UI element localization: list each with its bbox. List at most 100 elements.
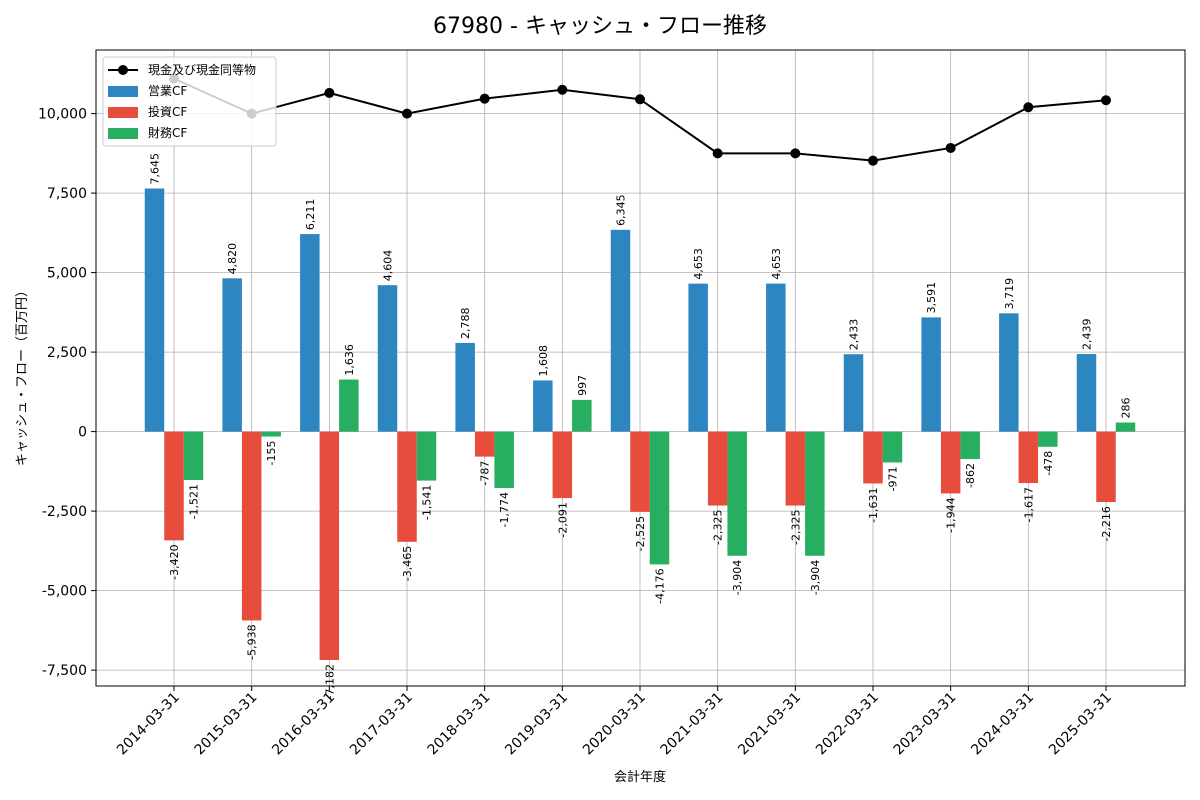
bar-value-label: -862	[964, 463, 977, 488]
bar-value-label: -2,216	[1100, 506, 1113, 541]
bar	[1076, 354, 1097, 432]
bar	[241, 431, 262, 621]
bar	[1038, 431, 1058, 447]
bar	[552, 431, 573, 499]
y-tick-label: 5,000	[47, 266, 87, 282]
chart-title: 67980 - キャッシュ・フロー推移	[433, 14, 767, 39]
cash-line-point	[712, 148, 723, 159]
bar	[261, 431, 281, 437]
y-tick-label: 10,000	[38, 107, 87, 123]
x-tick-label: 2020-03-31	[580, 690, 649, 759]
bar	[474, 431, 495, 457]
bar-value-label: 1,636	[343, 344, 356, 376]
legend-label: 投資CF	[148, 104, 187, 119]
bar	[960, 431, 980, 460]
y-axis-label: キャッシュ・フロー（百万円）	[15, 284, 30, 466]
bar-value-label: 286	[1120, 398, 1133, 419]
bar	[1096, 431, 1116, 503]
bar-value-label: 2,433	[848, 319, 861, 351]
x-tick-label: 2015-03-31	[192, 690, 261, 759]
cash-line-point	[479, 93, 490, 104]
bar-value-label: 6,211	[304, 199, 317, 231]
bar-value-label: -155	[265, 441, 278, 466]
legend-marker	[118, 65, 128, 75]
bar	[1115, 422, 1136, 432]
bar-value-label: -5,938	[246, 624, 259, 659]
bar-value-label: -3,904	[731, 560, 744, 595]
bar-value-label: 6,345	[615, 194, 628, 226]
x-tick-label: 2021-03-31	[735, 690, 804, 759]
bar-value-label: -3,465	[401, 546, 414, 581]
bar-value-label: -2,325	[712, 510, 725, 545]
bar-value-label: -971	[887, 466, 900, 491]
bar	[319, 431, 340, 660]
legend-swatch	[108, 86, 138, 97]
bar-value-label: 2,788	[459, 307, 472, 339]
bar-value-label: 4,820	[226, 243, 239, 275]
x-tick-label: 2017-03-31	[347, 690, 416, 759]
bar	[688, 283, 708, 432]
bar-value-label: -7,182	[323, 664, 336, 699]
bar	[649, 431, 670, 565]
y-tick-label: 2,500	[47, 345, 87, 361]
bar-value-label: -2,525	[634, 516, 647, 551]
bar	[843, 354, 864, 432]
bar	[610, 229, 631, 432]
bar-value-label: 997	[576, 375, 589, 396]
y-tick-label: -5,000	[42, 584, 87, 600]
bar-value-label: -3,420	[168, 544, 181, 579]
bar-value-label: 4,653	[692, 248, 705, 280]
y-tick-label: -2,500	[42, 504, 87, 520]
bar	[222, 278, 242, 432]
cash-line-point	[1101, 95, 1111, 106]
x-tick-label: 2025-03-31	[1046, 690, 1115, 759]
x-tick-label: 2021-03-31	[658, 690, 727, 759]
bar	[300, 234, 320, 432]
bar-value-label: -1,944	[945, 497, 958, 532]
cash-line-point	[324, 87, 335, 98]
bar	[164, 431, 184, 541]
legend-label: 財務CF	[148, 125, 187, 140]
x-tick-label: 2024-03-31	[968, 690, 1037, 759]
bar	[416, 431, 437, 481]
y-tick-label: 0	[78, 425, 87, 441]
bar-labels: 7,645 4,820 6,211 4,604 2,788 1,608 6,345 4,653…	[149, 153, 1133, 699]
x-axis-ticks: 2014-03-31 2015-03-31 2016-03-31 2017-03-31…	[114, 686, 1115, 758]
x-tick-label: 2018-03-31	[425, 690, 494, 759]
bar-value-label: 7,645	[149, 153, 162, 185]
grid	[96, 50, 1185, 686]
bar	[785, 431, 806, 506]
bar-value-label: -478	[1042, 451, 1055, 476]
cash-line-point	[868, 155, 878, 166]
bar-value-label: -1,631	[867, 487, 880, 522]
bar-value-label: -1,521	[188, 484, 201, 519]
legend-box	[102, 56, 277, 147]
bar-value-label: -2,091	[556, 502, 569, 537]
x-tick-label: 2022-03-31	[813, 690, 882, 759]
bar	[766, 283, 786, 432]
x-tick-label: 2023-03-31	[891, 690, 960, 759]
cash-line-point	[402, 108, 412, 119]
bar	[727, 431, 747, 556]
bar	[183, 431, 204, 480]
legend-swatch	[108, 107, 138, 118]
bar-value-label: -1,617	[1022, 487, 1035, 522]
bar-value-label: 4,653	[770, 248, 783, 280]
legend-label: 営業CF	[148, 84, 187, 98]
bar	[630, 431, 650, 512]
bar-value-label: 1,608	[537, 345, 550, 377]
x-tick-label: 2014-03-31	[114, 690, 183, 759]
bar-value-label: 2,439	[1081, 319, 1094, 351]
bar	[494, 431, 514, 489]
cash-line-point	[790, 148, 801, 159]
bar-value-label: 3,719	[1003, 278, 1016, 310]
legend-swatch	[108, 128, 138, 139]
y-tick-label: 7,500	[47, 186, 87, 202]
bar-value-label: 3,591	[925, 282, 938, 314]
x-tick-label: 2016-03-31	[269, 690, 338, 759]
bar	[940, 431, 961, 494]
bar	[339, 379, 359, 432]
bar	[377, 285, 398, 432]
